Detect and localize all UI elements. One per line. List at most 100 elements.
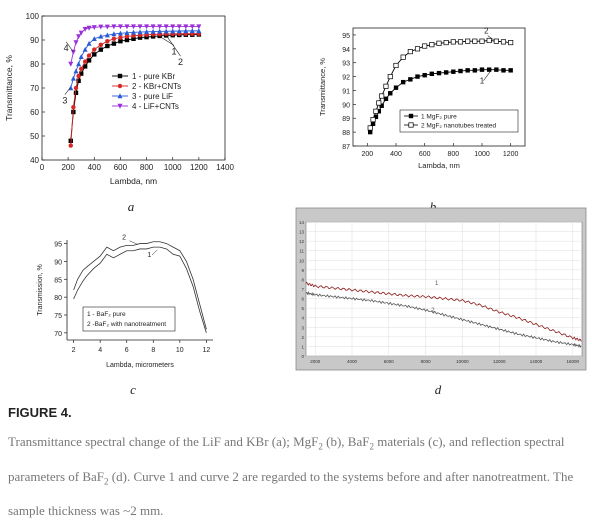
y-tick-label: 95 bbox=[54, 242, 62, 249]
data-point-series-4 bbox=[117, 24, 123, 30]
data-point-series-3 bbox=[170, 28, 176, 34]
y-tick-label: 80 bbox=[30, 60, 39, 69]
data-point-series-1 bbox=[144, 34, 149, 40]
data-point-series-2 bbox=[82, 59, 88, 64]
legend-marker bbox=[408, 122, 414, 128]
data-point-series-2 bbox=[92, 47, 97, 52]
data-point-series-2 bbox=[450, 39, 456, 45]
series-line-2 bbox=[73, 241, 207, 330]
data-point-series-4 bbox=[98, 24, 104, 30]
data-point-series-3 bbox=[131, 29, 136, 35]
y-tick-label: 40 bbox=[30, 156, 39, 165]
x-tick-label: 200 bbox=[361, 151, 373, 158]
data-point-series-4 bbox=[68, 61, 74, 67]
data-point-series-1 bbox=[131, 36, 136, 41]
data-point-series-2 bbox=[436, 40, 442, 46]
data-point-series-3 bbox=[117, 30, 123, 36]
x-tick-label: 400 bbox=[88, 163, 102, 172]
y-tick-label: 2 bbox=[301, 335, 304, 340]
x-tick-label: 1000 bbox=[164, 163, 182, 172]
data-point-series-1 bbox=[376, 109, 381, 114]
caption-part: materials (c), and reflection spectral p… bbox=[8, 434, 565, 484]
data-point-series-3 bbox=[144, 29, 150, 35]
data-point-series-3 bbox=[78, 54, 84, 59]
legend-marker bbox=[117, 83, 123, 89]
data-point-series-1 bbox=[486, 67, 492, 72]
data-point-series-3 bbox=[111, 31, 117, 37]
data-point-series-1 bbox=[472, 68, 478, 73]
data-point-series-1 bbox=[118, 39, 123, 44]
x-tick-label: 600 bbox=[114, 163, 128, 172]
data-point-series-1 bbox=[73, 90, 79, 95]
x-tick-label: 12 bbox=[202, 347, 210, 354]
data-point-series-2 bbox=[486, 37, 492, 44]
data-point-series-2 bbox=[457, 39, 464, 45]
annotation-leader bbox=[129, 240, 138, 245]
data-point-series-2 bbox=[124, 34, 130, 39]
y-tick-label: 93 bbox=[342, 61, 350, 68]
data-point-series-3 bbox=[137, 29, 143, 35]
data-point-series-1 bbox=[76, 78, 81, 83]
x-tick-label: 600 bbox=[419, 151, 431, 158]
y-tick-label: 95 bbox=[342, 33, 350, 40]
x-tick-label: 2000 bbox=[310, 359, 321, 364]
data-point-series-2 bbox=[393, 62, 399, 69]
annotation-leader bbox=[151, 249, 158, 256]
y-tick-label: 10 bbox=[299, 258, 305, 263]
x-tick-label: 12000 bbox=[493, 359, 506, 364]
y-axis-label: Transmittance, % bbox=[318, 58, 327, 116]
y-tick-label: 3 bbox=[301, 325, 304, 330]
curve-annotation: 2 bbox=[122, 234, 126, 241]
series-line-1 bbox=[73, 246, 207, 333]
curve-annotation: 2 bbox=[431, 308, 435, 314]
x-tick-label: 8 bbox=[151, 347, 155, 354]
x-axis-label: Lambda, nm bbox=[110, 176, 157, 186]
data-point-series-1 bbox=[458, 68, 463, 74]
data-point-series-4 bbox=[73, 40, 79, 46]
data-point-series-1 bbox=[137, 35, 143, 40]
y-tick-label: 7 bbox=[301, 287, 304, 292]
y-tick-label: 1 bbox=[301, 344, 304, 349]
legend-marker bbox=[117, 103, 123, 109]
data-point-series-1 bbox=[443, 70, 449, 75]
data-point-series-3 bbox=[91, 36, 97, 41]
x-tick-label: 1200 bbox=[190, 163, 208, 172]
data-point-series-4 bbox=[170, 24, 176, 30]
data-point-series-2 bbox=[493, 38, 499, 44]
data-point-series-4 bbox=[86, 25, 92, 31]
annotation-leader bbox=[487, 35, 494, 41]
data-point-series-1 bbox=[415, 74, 420, 79]
y-tick-label: 8 bbox=[301, 277, 304, 282]
data-point-series-2 bbox=[479, 38, 485, 44]
data-point-series-1 bbox=[370, 121, 376, 126]
y-tick-label: 70 bbox=[54, 331, 62, 338]
y-tick-label: 91 bbox=[342, 88, 350, 95]
data-point-series-1 bbox=[124, 37, 130, 43]
data-point-series-2 bbox=[465, 38, 471, 44]
data-point-series-4 bbox=[131, 24, 136, 30]
y-tick-label: 12 bbox=[299, 239, 305, 244]
data-point-series-3 bbox=[157, 28, 163, 34]
curve-annotation: 2 bbox=[484, 27, 489, 36]
data-point-series-2 bbox=[79, 66, 84, 72]
annotation-leader bbox=[483, 70, 491, 81]
x-tick-label: 200 bbox=[61, 163, 75, 172]
data-point-series-3 bbox=[189, 28, 195, 34]
data-point-series-4 bbox=[150, 24, 156, 30]
figure-title: FIGURE 4. bbox=[8, 405, 72, 420]
data-point-series-1 bbox=[408, 77, 413, 82]
panel-label-d: d bbox=[435, 382, 442, 397]
data-point-series-3 bbox=[104, 32, 110, 38]
panel-label-a: a bbox=[128, 199, 135, 214]
curve-annotation: 3 bbox=[62, 96, 67, 106]
y-tick-label: 80 bbox=[54, 295, 62, 302]
x-tick-label: 10 bbox=[176, 347, 184, 354]
data-point-series-1 bbox=[82, 64, 88, 69]
data-point-series-3 bbox=[150, 28, 156, 34]
data-point-series-4 bbox=[104, 24, 110, 30]
data-point-series-4 bbox=[144, 24, 150, 30]
data-point-series-2 bbox=[118, 35, 123, 40]
x-axis-label: Lambda, micrometers bbox=[106, 362, 174, 369]
data-point-series-1 bbox=[388, 91, 393, 96]
data-point-series-4 bbox=[189, 24, 195, 30]
